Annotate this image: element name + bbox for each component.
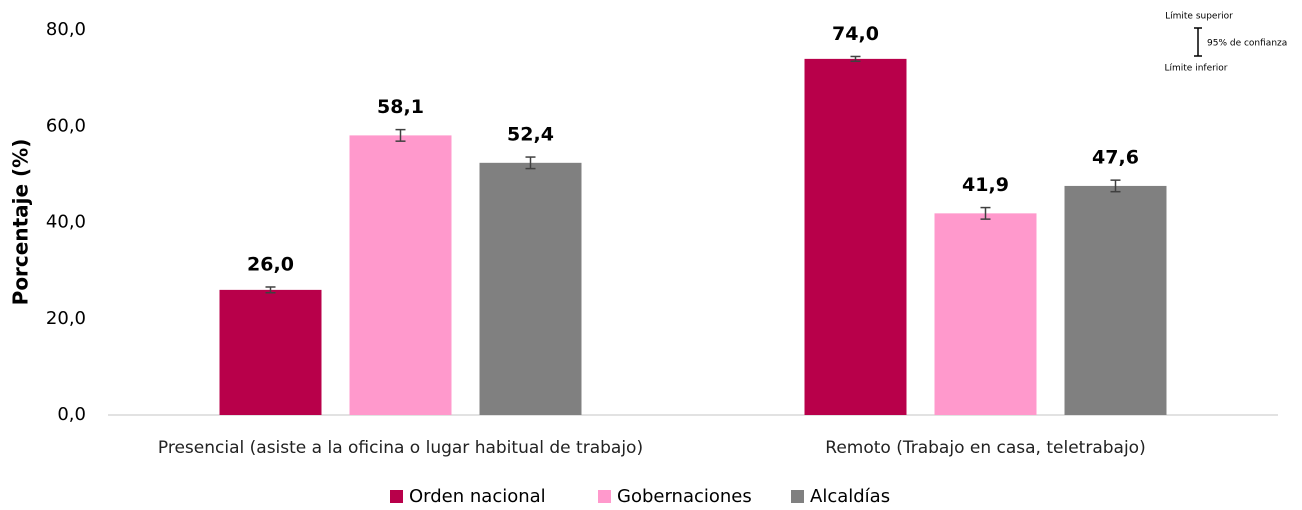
legend-swatch: [390, 490, 403, 503]
annotation: Límite superior: [1165, 12, 1233, 22]
bar: [934, 213, 1037, 415]
x-tick-label: Remoto (Trabajo en casa, teletrabajo): [825, 438, 1145, 458]
legend-swatch: [598, 490, 611, 503]
value-label: 47,6: [1092, 147, 1139, 169]
x-tick-label: Presencial (asiste a la oficina o lugar …: [158, 438, 643, 458]
legend-label: Orden nacional: [409, 486, 546, 507]
legend-swatch: [791, 490, 804, 503]
value-label: 74,0: [832, 23, 879, 45]
value-label: 58,1: [377, 96, 424, 118]
annotation: Límite inferior: [1164, 64, 1227, 74]
ci-key: Límite superior 95% de confianza Límite …: [1164, 12, 1287, 74]
y-axis-title: Porcentaje (%): [9, 139, 33, 306]
legend-label: Gobernaciones: [617, 486, 752, 507]
bar: [349, 135, 452, 416]
y-tick-label: 20,0: [46, 308, 86, 329]
value-label: 26,0: [247, 253, 294, 275]
legend-label: Alcaldías: [810, 486, 890, 507]
bar: [479, 162, 582, 415]
value-label: 52,4: [507, 124, 554, 146]
y-tick-label: 60,0: [46, 115, 86, 136]
bar: [804, 58, 907, 415]
annotation: 95% de confianza: [1207, 39, 1287, 49]
y-tick-label: 0,0: [57, 404, 86, 425]
y-tick-label: 80,0: [46, 19, 86, 40]
bar: [219, 289, 322, 415]
value-label: 41,9: [962, 174, 1009, 196]
bar: [1064, 185, 1167, 415]
y-tick-label: 40,0: [46, 212, 86, 233]
